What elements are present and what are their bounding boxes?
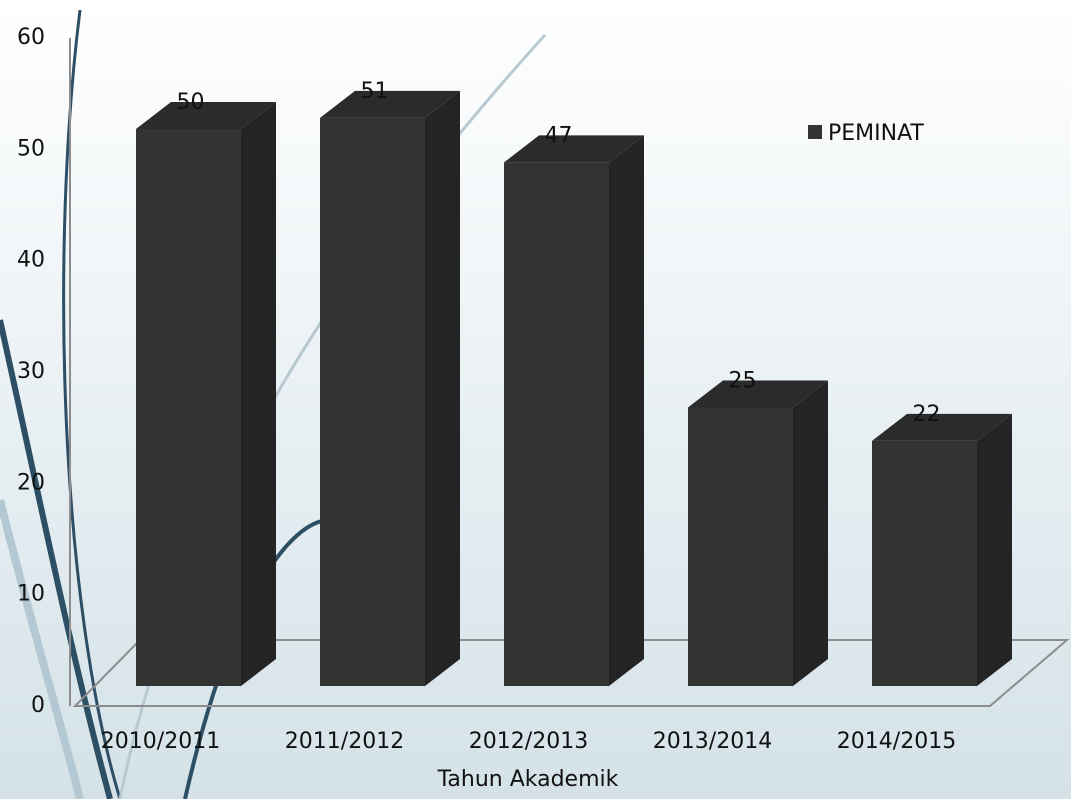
data-label: 22 <box>913 402 941 427</box>
y-tick-label: 30 <box>17 359 45 384</box>
y-tick-label: 60 <box>17 25 45 50</box>
x-tick-label: 2011/2012 <box>285 729 404 754</box>
bar <box>320 117 425 687</box>
x-tick-label: 2013/2014 <box>653 729 772 754</box>
floor <box>72 639 1070 707</box>
bar-top <box>320 90 460 118</box>
data-label: 50 <box>177 90 205 115</box>
x-tick-label: 2012/2013 <box>469 729 588 754</box>
bar-side <box>977 413 1012 686</box>
x-axis-title: Tahun Akademik <box>437 767 619 792</box>
y-tick-label: 50 <box>17 136 45 161</box>
y-tick-label: 20 <box>17 470 45 495</box>
bar-top <box>504 135 644 163</box>
legend-swatch <box>808 125 822 139</box>
y-tick-label: 40 <box>17 248 45 273</box>
y-tick-label: 10 <box>17 582 45 607</box>
bar-side <box>609 135 644 687</box>
y-tick-label: 0 <box>31 693 45 718</box>
bar-side <box>241 102 276 686</box>
bar-top <box>136 102 276 129</box>
x-tick-label: 2010/2011 <box>101 729 220 754</box>
bar <box>504 162 609 687</box>
data-label: 25 <box>729 369 757 394</box>
legend-label: PEMINAT <box>828 121 924 146</box>
x-tick-label: 2014/2015 <box>837 729 956 754</box>
bar-top <box>872 413 1012 441</box>
bar-side <box>425 90 460 687</box>
data-label: 47 <box>545 123 573 148</box>
bar-top <box>688 380 828 408</box>
bar-side <box>793 380 828 686</box>
bar <box>688 407 793 686</box>
bar <box>136 129 241 686</box>
data-label: 51 <box>361 79 389 104</box>
bar <box>872 440 977 686</box>
